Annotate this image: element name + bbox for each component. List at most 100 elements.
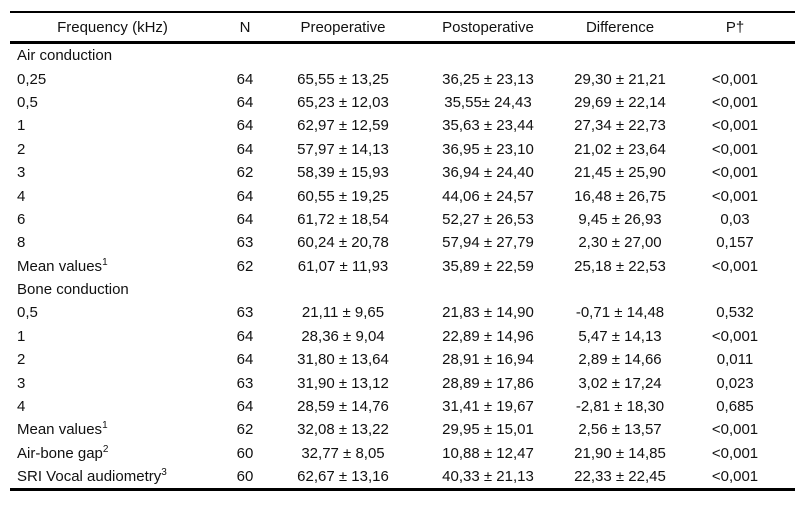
table-row: 6 64 61,72 ± 18,54 52,27 ± 26,53 9,45 ± 26,9… — [10, 208, 795, 231]
p-value-cell: 0,157 — [716, 234, 754, 252]
preoperative-cell: 31,80 ± 13,64 — [297, 351, 389, 369]
postoperative-cell: 40,33 ± 21,13 — [442, 468, 534, 486]
postoperative-cell: 31,41 ± 19,67 — [442, 398, 534, 416]
difference-cell: 21,45 ± 25,90 — [574, 164, 666, 182]
n-cell: 64 — [236, 210, 254, 228]
n-cell: 62 — [236, 421, 254, 439]
postoperative-cell: 52,27 ± 26,53 — [442, 210, 534, 228]
table-body: Air conduction 0,25 64 65,55 ± 13,25 36,25 ±… — [10, 43, 795, 490]
difference-cell: 21,90 ± 14,85 — [574, 444, 666, 462]
difference-cell: -2,81 ± 18,30 — [575, 398, 665, 416]
table-row: 1 64 62,97 ± 12,59 35,63 ± 23,44 27,34 ± 22,… — [10, 114, 795, 137]
n-cell: 63 — [236, 374, 254, 392]
table-row: 0,25 64 65,55 ± 13,25 36,25 ± 23,13 29,30 ± … — [10, 67, 795, 90]
n-cell: 64 — [236, 187, 254, 205]
frequency-cell: 4 — [17, 398, 26, 416]
table-row: SRI Vocal audiometry3 60 62,67 ± 13,16 40,3… — [10, 465, 795, 490]
difference-cell: 27,34 ± 22,73 — [574, 117, 666, 135]
section-label: Bone conduction — [17, 281, 129, 299]
postoperative-cell: 36,25 ± 23,13 — [442, 70, 534, 88]
frequency-cell: 2 — [17, 351, 26, 369]
difference-cell: 16,48 ± 26,75 — [574, 187, 666, 205]
postoperative-cell: 36,95 ± 23,10 — [442, 140, 534, 158]
frequency-cell: 6 — [17, 210, 26, 228]
n-cell: 64 — [236, 117, 254, 135]
preoperative-cell: 60,55 ± 19,25 — [297, 187, 389, 205]
preoperative-cell: 21,11 ± 9,65 — [301, 304, 385, 322]
frequency-cell: Mean values1 — [17, 256, 108, 275]
table-row: 1 64 28,36 ± 9,04 22,89 ± 14,96 5,47 ± 14,13… — [10, 325, 795, 348]
frequency-cell: 3 — [17, 374, 26, 392]
p-value-cell: 0,685 — [716, 398, 754, 416]
table-row: 3 62 58,39 ± 15,93 36,94 ± 24,40 21,45 ± 25,… — [10, 161, 795, 184]
table-row: 2 64 31,80 ± 13,64 28,91 ± 16,94 2,89 ± 14,6… — [10, 348, 795, 371]
n-cell: 63 — [236, 234, 254, 252]
n-cell: 63 — [236, 304, 254, 322]
p-value-cell: <0,001 — [711, 140, 759, 158]
preoperative-cell: 57,97 ± 14,13 — [297, 140, 389, 158]
n-cell: 64 — [236, 70, 254, 88]
p-value-cell: <0,001 — [711, 421, 759, 439]
n-cell: 62 — [236, 257, 254, 275]
section-row: Air conduction — [10, 43, 795, 68]
preoperative-cell: 28,59 ± 14,76 — [297, 398, 389, 416]
p-value-cell: <0,001 — [711, 327, 759, 345]
frequency-cell: Mean values1 — [17, 420, 108, 439]
preoperative-cell: 32,08 ± 13,22 — [297, 421, 389, 439]
col-header-frequency: Frequency (kHz) — [10, 12, 215, 44]
postoperative-cell: 10,88 ± 12,47 — [442, 444, 534, 462]
preoperative-cell: 65,23 ± 12,03 — [297, 93, 389, 111]
table-row: Air-bone gap2 60 32,77 ± 8,05 10,88 ± 12,47… — [10, 442, 795, 465]
preoperative-cell: 61,07 ± 11,93 — [297, 257, 389, 275]
frequency-cell: 3 — [17, 164, 26, 182]
frequency-cell: 0,5 — [17, 304, 38, 322]
table-row: 0,5 63 21,11 ± 9,65 21,83 ± 14,90 -0,71 ± 14… — [10, 301, 795, 324]
difference-cell: 9,45 ± 26,93 — [578, 210, 662, 228]
col-header-preoperative: Preoperative — [275, 12, 411, 44]
table-row: 4 64 28,59 ± 14,76 31,41 ± 19,67 -2,81 ± 18,… — [10, 395, 795, 418]
difference-cell: 22,33 ± 22,45 — [574, 468, 666, 486]
frequency-cell: 1 — [17, 327, 26, 345]
difference-cell: 21,02 ± 23,64 — [574, 140, 666, 158]
p-value-cell: 0,023 — [716, 374, 754, 392]
postoperative-cell: 21,83 ± 14,90 — [442, 304, 534, 322]
difference-cell: 2,89 ± 14,66 — [578, 351, 662, 369]
frequency-cell: 0,25 — [17, 70, 47, 88]
section-row: Bone conduction — [10, 278, 795, 301]
preoperative-cell: 32,77 ± 8,05 — [301, 444, 385, 462]
postoperative-cell: 28,89 ± 17,86 — [442, 374, 534, 392]
n-cell: 60 — [236, 468, 254, 486]
table-row: 0,5 64 65,23 ± 12,03 35,55± 24,43 29,69 ± 22… — [10, 91, 795, 114]
col-header-postoperative: Postoperative — [411, 12, 565, 44]
table-row: Mean values1 62 32,08 ± 13,22 29,95 ± 15,01… — [10, 418, 795, 441]
difference-cell: 5,47 ± 14,13 — [578, 327, 662, 345]
postoperative-cell: 36,94 ± 24,40 — [442, 164, 534, 182]
n-cell: 64 — [236, 140, 254, 158]
footnote-marker: 2 — [102, 443, 109, 455]
preoperative-cell: 60,24 ± 20,78 — [297, 234, 389, 252]
p-value-cell: <0,001 — [711, 257, 759, 275]
p-value-cell: 0,011 — [716, 351, 754, 369]
table-row: 4 64 60,55 ± 19,25 44,06 ± 24,57 16,48 ± 26,… — [10, 184, 795, 207]
frequency-cell: 0,5 — [17, 93, 38, 111]
section-label: Air conduction — [17, 47, 113, 65]
table-row: 3 63 31,90 ± 13,12 28,89 ± 17,86 3,02 ± 17,2… — [10, 371, 795, 394]
p-value-cell: <0,001 — [711, 164, 759, 182]
table-row: 8 63 60,24 ± 20,78 57,94 ± 27,79 2,30 ± 27,0… — [10, 231, 795, 254]
col-header-n: N — [215, 12, 275, 44]
p-value-cell: <0,001 — [711, 93, 759, 111]
postoperative-cell: 35,55± 24,43 — [444, 93, 532, 111]
preoperative-cell: 28,36 ± 9,04 — [301, 327, 385, 345]
postoperative-cell: 29,95 ± 15,01 — [442, 421, 534, 439]
postoperative-cell: 44,06 ± 24,57 — [442, 187, 534, 205]
col-header-p-value: P† — [675, 12, 795, 44]
p-value-cell: 0,532 — [716, 304, 754, 322]
postoperative-cell: 28,91 ± 16,94 — [442, 351, 534, 369]
footnote-marker: 1 — [102, 420, 108, 432]
frequency-cell: 8 — [17, 234, 26, 252]
postoperative-cell: 35,89 ± 22,59 — [442, 257, 534, 275]
postoperative-cell: 22,89 ± 14,96 — [442, 327, 534, 345]
difference-cell: 29,30 ± 21,21 — [574, 70, 666, 88]
header-row: Frequency (kHz) N Preoperative Postopera… — [10, 12, 795, 44]
postoperative-cell: 35,63 ± 23,44 — [442, 117, 534, 135]
